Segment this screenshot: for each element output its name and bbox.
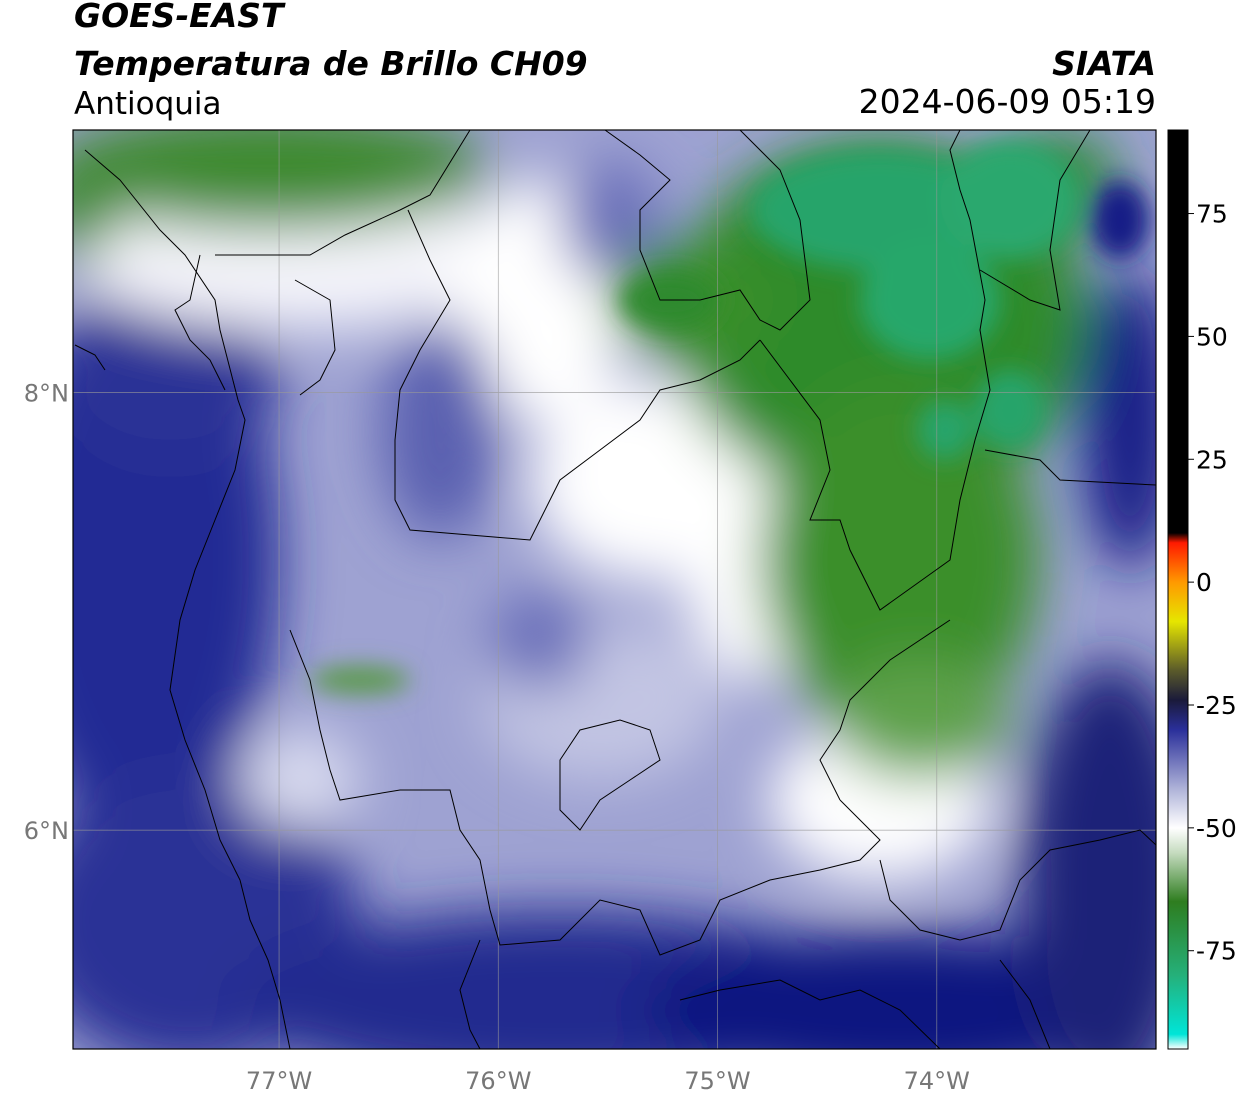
colorbar-tick-label: 75 xyxy=(1196,200,1228,229)
map-frame xyxy=(72,129,1157,1050)
longitude-tick-labels: 77°W 76°W 75°W 74°W xyxy=(246,1067,970,1095)
colorbar-tick-label: 25 xyxy=(1196,445,1228,474)
colorbar-tick-label: -25 xyxy=(1196,691,1237,720)
region-label: Antioquia xyxy=(74,86,222,122)
latitude-tick-labels: 8°N 6°N xyxy=(24,380,69,846)
administrative-boundaries xyxy=(74,130,1156,1049)
longitude-tick-label: 77°W xyxy=(246,1067,312,1095)
datetime-label: 2024-06-09 05:19 xyxy=(858,82,1156,121)
product-title: Temperatura de Brillo CH09 xyxy=(74,44,588,83)
latitude-tick-label: 8°N xyxy=(24,380,69,408)
colorbar-tick-label: 50 xyxy=(1196,322,1228,351)
latitude-tick-label: 6°N xyxy=(24,817,69,845)
longitude-tick-label: 74°W xyxy=(904,1067,970,1095)
colorbar-tick-label: -75 xyxy=(1196,937,1237,966)
colorbar-frame xyxy=(1167,129,1189,1050)
graticule xyxy=(73,130,1156,1049)
brightness-temperature-field xyxy=(73,130,1156,1049)
colorbar-tick-label: -50 xyxy=(1196,814,1237,843)
colorbar-gradient xyxy=(1168,130,1188,1049)
longitude-tick-label: 75°W xyxy=(684,1067,750,1095)
colorbar-tick-labels: 75 50 25 0 -25 -50 -75 xyxy=(1188,200,1237,966)
colorbar-tick-label: 0 xyxy=(1196,568,1212,597)
longitude-tick-label: 76°W xyxy=(465,1067,531,1095)
satellite-title: GOES-EAST xyxy=(74,0,284,35)
agency-label: SIATA xyxy=(1052,44,1156,83)
